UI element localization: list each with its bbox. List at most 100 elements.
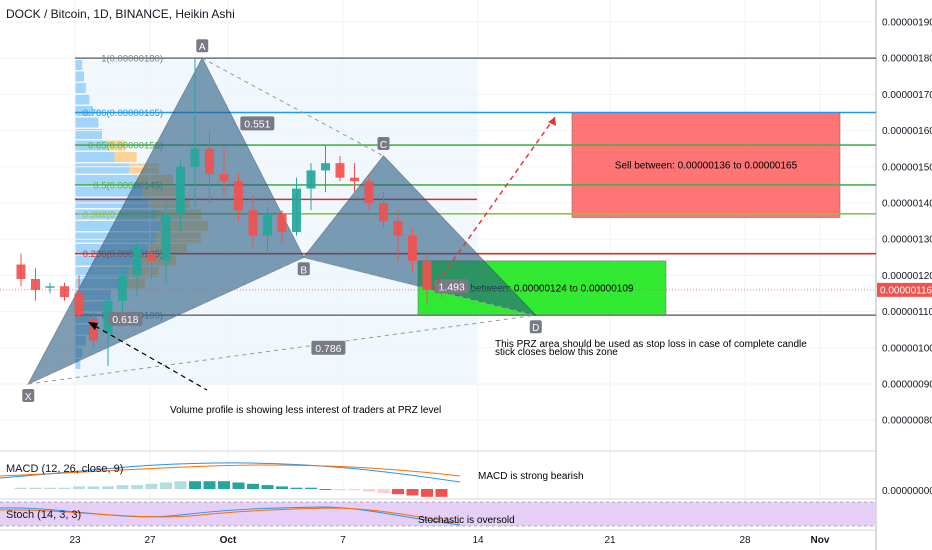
time-tick-label: 7: [340, 535, 346, 546]
pattern-ratios: 0.551 0.618 1.493 0.786: [108, 116, 469, 355]
price-tick-label: 0.00000140: [882, 199, 932, 210]
volume-profile-note: Volume profile is showing less interest …: [170, 405, 441, 416]
candle-body[interactable]: [60, 286, 69, 298]
volume-bar: [75, 129, 102, 139]
sell-zone[interactable]: [571, 112, 841, 218]
candle-body[interactable]: [74, 293, 84, 316]
candle-body[interactable]: [118, 275, 127, 301]
stoch-note: Stochastic is oversold: [418, 515, 515, 526]
macd-histogram-bar: [334, 489, 346, 491]
bcd-triangle[interactable]: [302, 155, 538, 317]
volume-bar: [75, 71, 84, 82]
macd-histogram-bar: [247, 483, 259, 489]
fib-level-label: 0.786(0.00000165): [83, 108, 163, 119]
macd-histogram-bar: [116, 485, 129, 489]
candle-body[interactable]: [292, 188, 301, 232]
price-tick-label: 0.00000110: [882, 307, 932, 318]
volume-bar: [75, 152, 115, 162]
candle-body[interactable]: [335, 163, 345, 178]
prz-note-line1: This PRZ area should be used as stop los…: [495, 339, 807, 350]
macd-histogram-bar: [290, 487, 303, 489]
macd-histogram-bar: [218, 481, 230, 489]
candle-body[interactable]: [321, 163, 330, 171]
candle-body[interactable]: [234, 181, 243, 211]
volume-arrow-head: [88, 322, 98, 330]
candle-body[interactable]: [45, 286, 55, 288]
candle-body[interactable]: [147, 253, 156, 261]
macd-zero-label: 0.00000000: [882, 486, 932, 497]
candle-body[interactable]: [422, 260, 432, 290]
fib-level-label: 1(0.00000180): [101, 54, 163, 65]
volume-bar: [75, 106, 93, 116]
candle-body[interactable]: [350, 177, 359, 182]
macd-histogram-bar: [406, 489, 419, 496]
buy-zone-label: Buy between: 0.00000124 to 0.00000109: [451, 284, 634, 295]
macd-histogram-bar: [305, 487, 317, 489]
candle-body[interactable]: [306, 170, 316, 189]
macd-histogram-bar: [73, 486, 85, 489]
ratio-label: 1.493: [439, 281, 465, 293]
volume-bar: [75, 83, 86, 93]
point-label: B: [300, 265, 307, 276]
candle-body[interactable]: [408, 235, 417, 261]
point-badge[interactable]: [22, 389, 35, 402]
time-tick-label: 21: [604, 535, 616, 546]
price-tick-label: 0.00000080: [882, 416, 932, 427]
volume-bar: [75, 60, 83, 70]
price-tick-label: 0.00000150: [882, 162, 932, 173]
candle-body[interactable]: [89, 318, 98, 341]
candle-body[interactable]: [103, 300, 113, 334]
candle-body[interactable]: [219, 174, 229, 182]
point-badge[interactable]: [297, 262, 310, 276]
pattern-points[interactable]: X A B C D: [22, 39, 542, 403]
candle-body[interactable]: [205, 148, 214, 175]
price-tick-label: 0.00000120: [882, 271, 932, 282]
price-axis[interactable]: 0.00000190 0.00000180 0.00000170 0.00000160…: [882, 18, 932, 427]
volume-bar: [75, 94, 90, 105]
macd-histogram-bar: [377, 489, 390, 493]
candle-body[interactable]: [393, 221, 403, 236]
ratio-label: 0.551: [244, 118, 270, 130]
fib-level-label: 0.65(0.00000156): [88, 141, 163, 152]
macd-histogram-bar: [145, 483, 158, 489]
point-label: X: [25, 392, 32, 403]
time-axis[interactable]: 23 27 Oct 7 14 21 28 Nov: [69, 535, 829, 546]
time-tick-label: 27: [144, 535, 156, 546]
signal-line: [0, 464, 461, 477]
candle-body[interactable]: [379, 203, 388, 222]
candle-body[interactable]: [176, 166, 185, 214]
point-badge[interactable]: [377, 136, 390, 150]
candle-body[interactable]: [364, 181, 374, 203]
macd-histogram-bar: [363, 489, 375, 492]
point-label: A: [199, 42, 206, 53]
macd-histogram-bar: [174, 481, 187, 489]
stoch-d-line: [0, 507, 461, 524]
time-tick-label: 28: [739, 535, 751, 546]
ratio-badge: [240, 116, 275, 131]
prz-note-line2: stick closes below this zone: [495, 347, 618, 358]
price-tick-label: 0.00000100: [882, 343, 932, 354]
candle-body[interactable]: [31, 279, 40, 290]
macd-histogram-bar: [276, 486, 288, 489]
volume-bar-sell: [114, 152, 137, 162]
macd-histogram-bar: [102, 486, 114, 489]
last-price-badge: [877, 282, 932, 297]
candle-body[interactable]: [263, 213, 272, 236]
point-badge[interactable]: [196, 39, 209, 53]
point-badge[interactable]: [529, 320, 542, 334]
macd-histogram-bar: [29, 487, 42, 489]
candle-body[interactable]: [16, 264, 26, 280]
candle-body[interactable]: [161, 213, 171, 261]
stoch-pane[interactable]: [0, 506, 461, 526]
candles[interactable]: [16, 58, 447, 366]
candle-body[interactable]: [248, 210, 258, 236]
candle-body[interactable]: [277, 213, 287, 232]
candle-body[interactable]: [132, 246, 142, 276]
macd-pane[interactable]: [0, 462, 461, 497]
chart-title: DOCK / Bitcoin, 1D, BINANCE, Heikin Ashi: [6, 7, 235, 21]
candle-body[interactable]: [190, 148, 200, 167]
price-tick-label: 0.00000180: [882, 54, 932, 65]
ratio-badge: [434, 279, 469, 294]
volume-bar: [75, 359, 81, 369]
